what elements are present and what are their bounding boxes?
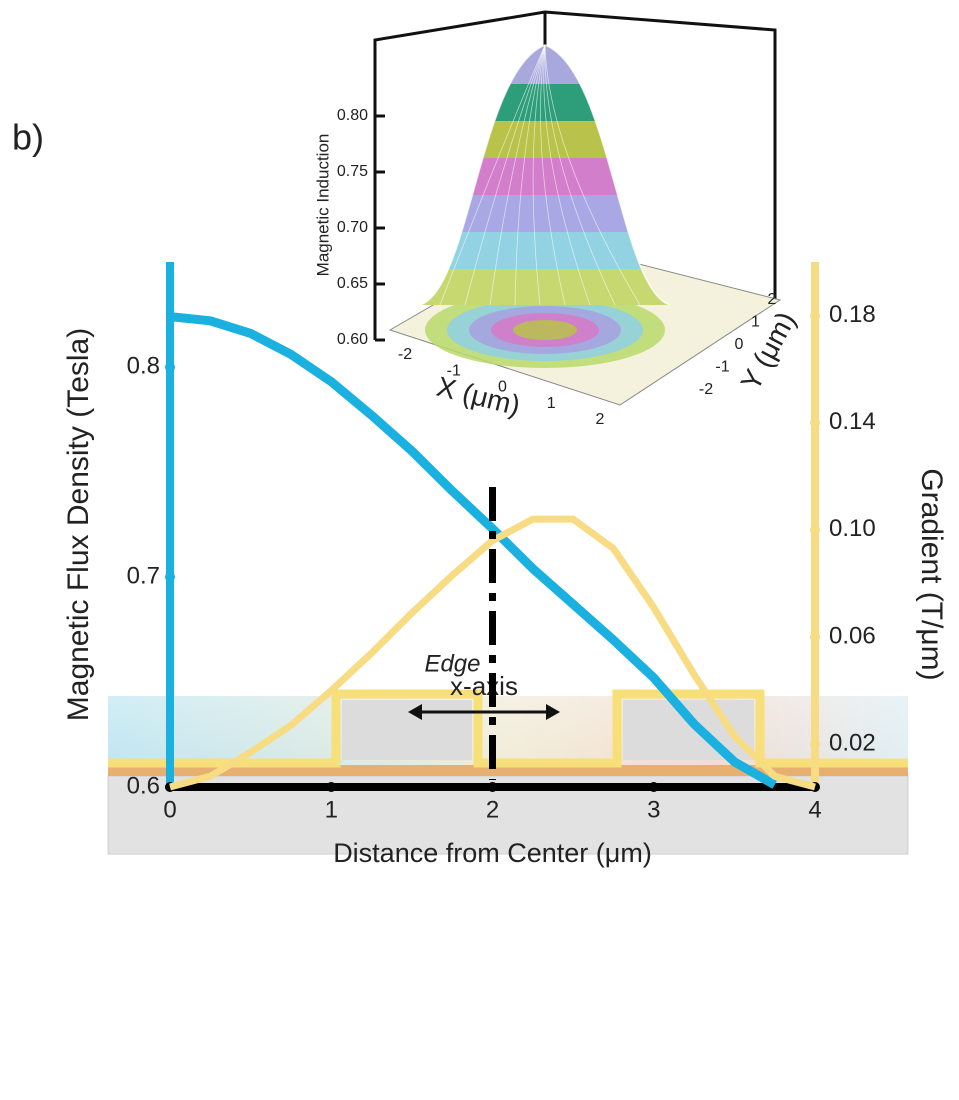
inset-z-tick-label: 0.65 bbox=[337, 275, 368, 292]
panel-label: b) bbox=[12, 117, 44, 158]
y2-tick bbox=[810, 632, 820, 642]
inset-mesh bbox=[540, 44, 566, 306]
y2-tick-label: 0.10 bbox=[829, 515, 876, 542]
inset-dome bbox=[420, 46, 670, 305]
y2-tick-label: 0.02 bbox=[829, 729, 876, 756]
inset-y-tick-label: -2 bbox=[699, 381, 713, 398]
y2-tick bbox=[810, 310, 820, 321]
inset-z-tick-label: 0.80 bbox=[337, 107, 368, 124]
inset-x-tick-label: -1 bbox=[447, 362, 461, 379]
y2-axis-label: Gradient (T/μm) bbox=[915, 468, 948, 680]
inset-contour bbox=[513, 320, 577, 340]
y2-tick-label: 0.06 bbox=[829, 622, 876, 649]
inset: 0.600.650.700.750.80-2-1012210-1-2Magnet… bbox=[313, 10, 802, 428]
schematic: x-axis bbox=[107, 671, 909, 855]
inset-band bbox=[420, 194, 670, 232]
inset-z-tick-label: 0.75 bbox=[337, 163, 368, 180]
line bbox=[169, 515, 816, 791]
x-axis-label: Distance from Center (μm) bbox=[333, 838, 652, 868]
y2-tick bbox=[810, 739, 820, 750]
x-tick-label: 2 bbox=[486, 796, 499, 823]
schematic-label: x-axis bbox=[450, 671, 518, 701]
x-tick bbox=[487, 782, 498, 792]
inset-mesh bbox=[532, 44, 546, 306]
inset-mesh bbox=[489, 44, 546, 306]
inset-y-tick-label: -1 bbox=[715, 359, 729, 376]
inset-x-tick-label: 2 bbox=[596, 411, 605, 428]
electrode bbox=[342, 700, 472, 760]
x-tick-label: 0 bbox=[163, 796, 176, 823]
y2-tick-label: 0.14 bbox=[829, 408, 876, 435]
substrate-layer bbox=[108, 765, 908, 776]
y2-tick-label: 0.18 bbox=[829, 301, 876, 328]
x-tick-label: 4 bbox=[808, 796, 821, 823]
inset-mesh bbox=[543, 44, 591, 306]
y-axis-label: Magnetic Flux Density (Tesla) bbox=[62, 328, 95, 721]
inset-x-tick-label: -2 bbox=[398, 346, 412, 363]
inset-y-tick-label: 0 bbox=[735, 336, 744, 353]
inset-z-tick-label: 0.70 bbox=[337, 219, 368, 236]
y-tick bbox=[165, 362, 175, 372]
annotation: Edge bbox=[424, 650, 480, 677]
y-tick-label: 0.8 bbox=[127, 352, 160, 379]
x-tick bbox=[648, 782, 659, 792]
x-tick bbox=[326, 782, 337, 792]
schematic-glow bbox=[108, 696, 908, 766]
inset-mesh bbox=[544, 44, 641, 306]
inset-mesh bbox=[544, 44, 616, 306]
inset-mesh bbox=[514, 44, 546, 306]
inset-y-tick-label: 1 bbox=[751, 314, 760, 331]
inset-band bbox=[420, 120, 670, 158]
coating bbox=[108, 689, 908, 768]
inset-mesh bbox=[439, 44, 546, 306]
y-tick-label: 0.7 bbox=[127, 562, 160, 589]
inset-band bbox=[420, 83, 670, 121]
y2-tick bbox=[810, 524, 820, 535]
x-tick-label: 1 bbox=[325, 796, 338, 823]
inset-x-tick-label: 1 bbox=[547, 395, 556, 412]
inset-z-tick-label: 0.60 bbox=[337, 331, 368, 348]
x-tick-label: 3 bbox=[647, 796, 660, 823]
inset-x-tick-label: 0 bbox=[498, 379, 507, 396]
inset-x-label: X (μm) bbox=[434, 371, 524, 422]
y-tick bbox=[165, 572, 175, 582]
inset-mesh bbox=[464, 44, 546, 306]
y2-tick bbox=[810, 417, 820, 428]
inset-band bbox=[420, 268, 670, 305]
inset-y-tick-label: 2 bbox=[768, 291, 777, 308]
line bbox=[169, 312, 777, 789]
y-tick-label: 0.6 bbox=[127, 772, 160, 799]
inset-z-label: Magnetic Induction bbox=[313, 134, 332, 277]
